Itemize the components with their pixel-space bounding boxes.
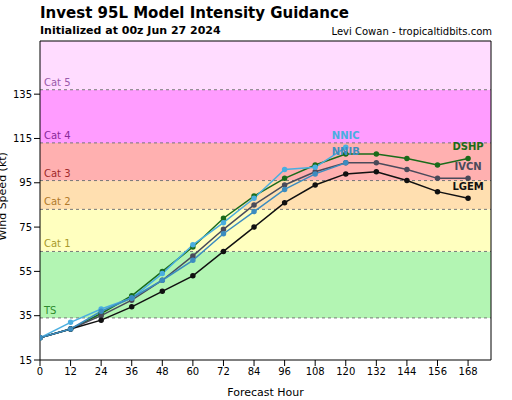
svg-text:108: 108 [306, 366, 325, 377]
svg-text:NNIB: NNIB [332, 146, 360, 157]
svg-text:0: 0 [37, 366, 43, 377]
svg-text:15: 15 [19, 355, 32, 366]
svg-text:Cat 5: Cat 5 [44, 77, 71, 88]
svg-text:55: 55 [19, 266, 32, 277]
svg-text:60: 60 [187, 366, 200, 377]
svg-text:Forecast Hour: Forecast Hour [227, 386, 304, 399]
svg-text:Cat 1: Cat 1 [44, 238, 71, 249]
html-text:Levi Cowan - tropicaltidbits.c: Levi Cowan - tropicaltidbits.com [331, 26, 492, 37]
svg-text:IVCN: IVCN [454, 161, 481, 172]
svg-text:132: 132 [367, 366, 386, 377]
svg-text:Wind Speed (kt): Wind Speed (kt) [8, 152, 9, 240]
svg-text:Cat 2: Cat 2 [44, 196, 71, 207]
svg-text:135: 135 [13, 89, 32, 100]
svg-text:72: 72 [217, 366, 230, 377]
svg-text:36: 36 [125, 366, 138, 377]
svg-text:DSHP: DSHP [452, 141, 483, 152]
svg-text:168: 168 [459, 366, 478, 377]
svg-text:TS: TS [43, 305, 56, 316]
html-text:Invest 95L Model Intensity Gui: Invest 95L Model Intensity Guidance [40, 4, 349, 22]
svg-text:12: 12 [64, 366, 77, 377]
svg-text:156: 156 [428, 366, 447, 377]
svg-text:NNIC: NNIC [332, 130, 360, 141]
svg-text:95: 95 [19, 177, 32, 188]
svg-text:Cat 4: Cat 4 [44, 130, 71, 141]
svg-text:115: 115 [13, 133, 32, 144]
svg-text:96: 96 [278, 366, 291, 377]
svg-text:48: 48 [156, 366, 169, 377]
svg-text:LGEM: LGEM [452, 181, 483, 192]
svg-text:Cat 3: Cat 3 [44, 168, 71, 179]
svg-text:120: 120 [336, 366, 355, 377]
svg-text:75: 75 [19, 222, 32, 233]
svg-text:24: 24 [95, 366, 108, 377]
html-text:Initialized at 00z Jun 27 2024: Initialized at 00z Jun 27 2024 [40, 24, 221, 37]
svg-text:84: 84 [248, 366, 261, 377]
svg-text:144: 144 [397, 366, 416, 377]
svg-text:35: 35 [19, 310, 32, 321]
